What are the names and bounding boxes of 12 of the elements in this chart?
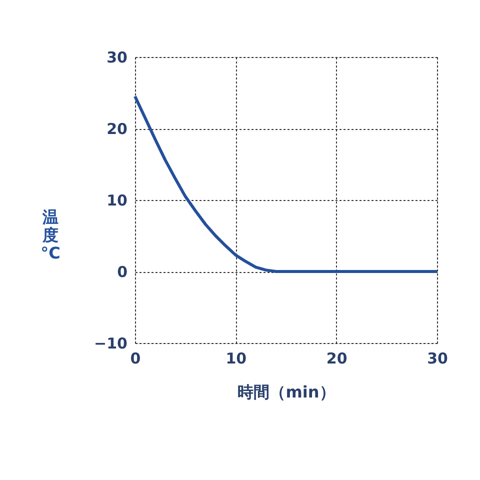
y-tick-label: 0 xyxy=(117,263,128,281)
x-axis-title: 時間（min） xyxy=(238,382,336,402)
y-tick-label: 20 xyxy=(106,120,128,138)
line-series xyxy=(134,94,438,273)
x-tick-label: 0 xyxy=(130,350,141,368)
y-tick-label: −10 xyxy=(94,334,128,352)
x-tick-label: 10 xyxy=(226,350,247,368)
y-axis-title: 温度°C xyxy=(40,208,60,262)
y-tick-label: 30 xyxy=(106,48,128,66)
x-tick-label: 20 xyxy=(326,350,348,368)
y-tick-label: 10 xyxy=(106,192,128,210)
x-tick-label: 30 xyxy=(427,350,448,368)
